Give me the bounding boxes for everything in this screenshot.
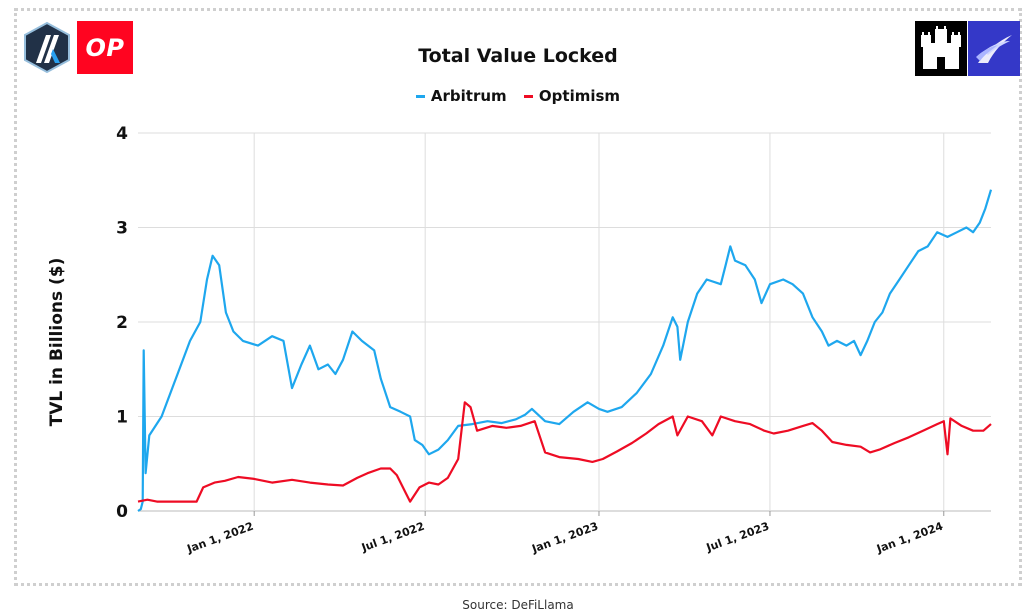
legend-item-optimism[interactable]: Optimism	[523, 87, 621, 105]
x-tick-label: Jul 1, 2022	[359, 520, 426, 555]
legend-label-arbitrum: Arbitrum	[430, 87, 507, 105]
legend: Arbitrum Optimism	[0, 87, 1036, 105]
legend-swatch-optimism	[523, 95, 533, 98]
y-tick-label: 1	[116, 408, 128, 428]
optimism-logo: OP	[77, 21, 133, 74]
y-tick-label: 2	[116, 313, 128, 333]
y-tick-label: 3	[116, 219, 128, 239]
castle-logo-icon	[915, 21, 967, 76]
wing-logo-icon	[968, 21, 1020, 76]
legend-label-optimism: Optimism	[538, 87, 621, 105]
y-tick-labels: 0 1 2 3 4	[116, 124, 128, 522]
y-axis-label: TVL in Billions ($)	[47, 258, 67, 427]
grid-lines	[138, 132, 991, 516]
series-line-optimism	[137, 401, 992, 503]
y-tick-label: 4	[116, 124, 128, 144]
arbitrum-logo-icon	[24, 21, 70, 74]
legend-item-arbitrum[interactable]: Arbitrum	[415, 87, 507, 105]
source-note: Source: DeFiLlama	[462, 598, 574, 612]
x-tick-label: Jan 1, 2024	[874, 519, 945, 555]
chart-title: Total Value Locked	[418, 45, 618, 67]
y-tick-label: 0	[116, 502, 128, 522]
x-tick-label: Jul 1, 2023	[704, 520, 771, 555]
optimism-logo-text: OP	[85, 33, 125, 62]
dotted-frame	[14, 8, 1022, 586]
x-tick-label: Jan 1, 2023	[529, 520, 600, 556]
series-lines	[137, 189, 993, 512]
x-tick-labels: Jan 1, 2022 Jul 1, 2022 Jan 1, 2023 Jul 1, …	[185, 519, 946, 555]
series-line-arbitrum	[137, 189, 993, 512]
x-tick-label: Jan 1, 2022	[185, 520, 256, 556]
legend-swatch-arbitrum	[415, 95, 425, 98]
